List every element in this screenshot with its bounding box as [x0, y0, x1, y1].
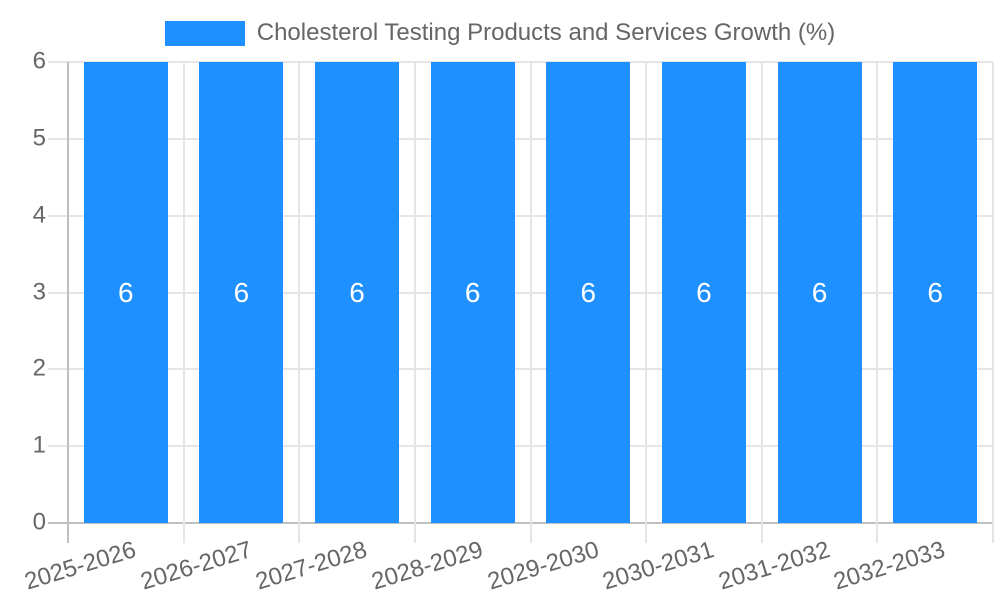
bar-value-label: 6	[349, 276, 365, 308]
bar[interactable]: 6	[430, 62, 515, 523]
bar-value-label: 6	[233, 276, 250, 308]
chart-title: Cholesterol Testing Products and Service…	[256, 19, 836, 46]
bar-value-label: 6	[580, 276, 597, 308]
x-tick-label: 2031-2032	[715, 536, 833, 596]
chart-legend: Cholesterol Testing Products and Service…	[0, 19, 1000, 47]
bar[interactable]: 6	[315, 62, 400, 523]
y-tick-label: 3	[32, 278, 46, 306]
bar[interactable]: 6	[199, 62, 284, 523]
bar-value-label: 6	[811, 276, 828, 308]
x-axis-baseline	[48, 522, 993, 524]
x-tick-label: 2027-2028	[252, 536, 371, 596]
bar-value-label: 6	[696, 276, 712, 308]
h-gridline	[48, 214, 993, 217]
y-tick-label: 1	[32, 431, 46, 459]
x-tick-label: 2025-2026	[21, 536, 140, 596]
x-tick-label: 2030-2031	[599, 536, 718, 596]
y-tick-label: 2	[32, 354, 46, 382]
v-gridline	[182, 62, 185, 543]
y-axis-line	[67, 62, 69, 543]
x-tick-label: 2026-2027	[137, 536, 255, 596]
y-tick-label: 4	[32, 201, 46, 229]
x-tick-label: 2028-2029	[368, 536, 486, 596]
bar[interactable]: 6	[777, 62, 862, 523]
v-gridline	[992, 62, 994, 543]
v-gridline	[645, 62, 648, 543]
h-gridline	[48, 445, 993, 448]
v-gridline	[760, 62, 763, 543]
h-gridline	[48, 291, 993, 294]
legend-swatch[interactable]	[164, 20, 245, 46]
v-gridline	[876, 62, 879, 543]
bar[interactable]: 6	[893, 62, 978, 523]
h-gridline	[48, 61, 993, 63]
y-tick-label: 6	[32, 47, 46, 75]
bar[interactable]: 6	[83, 62, 168, 523]
y-tick-label: 0	[32, 508, 46, 536]
bar-value-label: 6	[118, 276, 134, 308]
x-tick-label: 2032-2033	[830, 536, 949, 596]
x-tick-label: 2029-2030	[483, 536, 602, 596]
bar-value-label: 6	[464, 276, 481, 308]
y-tick-label: 5	[32, 124, 46, 152]
bar-value-label: 6	[927, 276, 943, 308]
bar[interactable]: 6	[546, 62, 631, 523]
v-gridline	[298, 62, 301, 543]
h-gridline	[48, 368, 993, 371]
h-gridline	[48, 137, 993, 140]
bar[interactable]: 6	[661, 62, 746, 523]
v-gridline	[529, 62, 532, 543]
v-gridline	[413, 62, 416, 543]
